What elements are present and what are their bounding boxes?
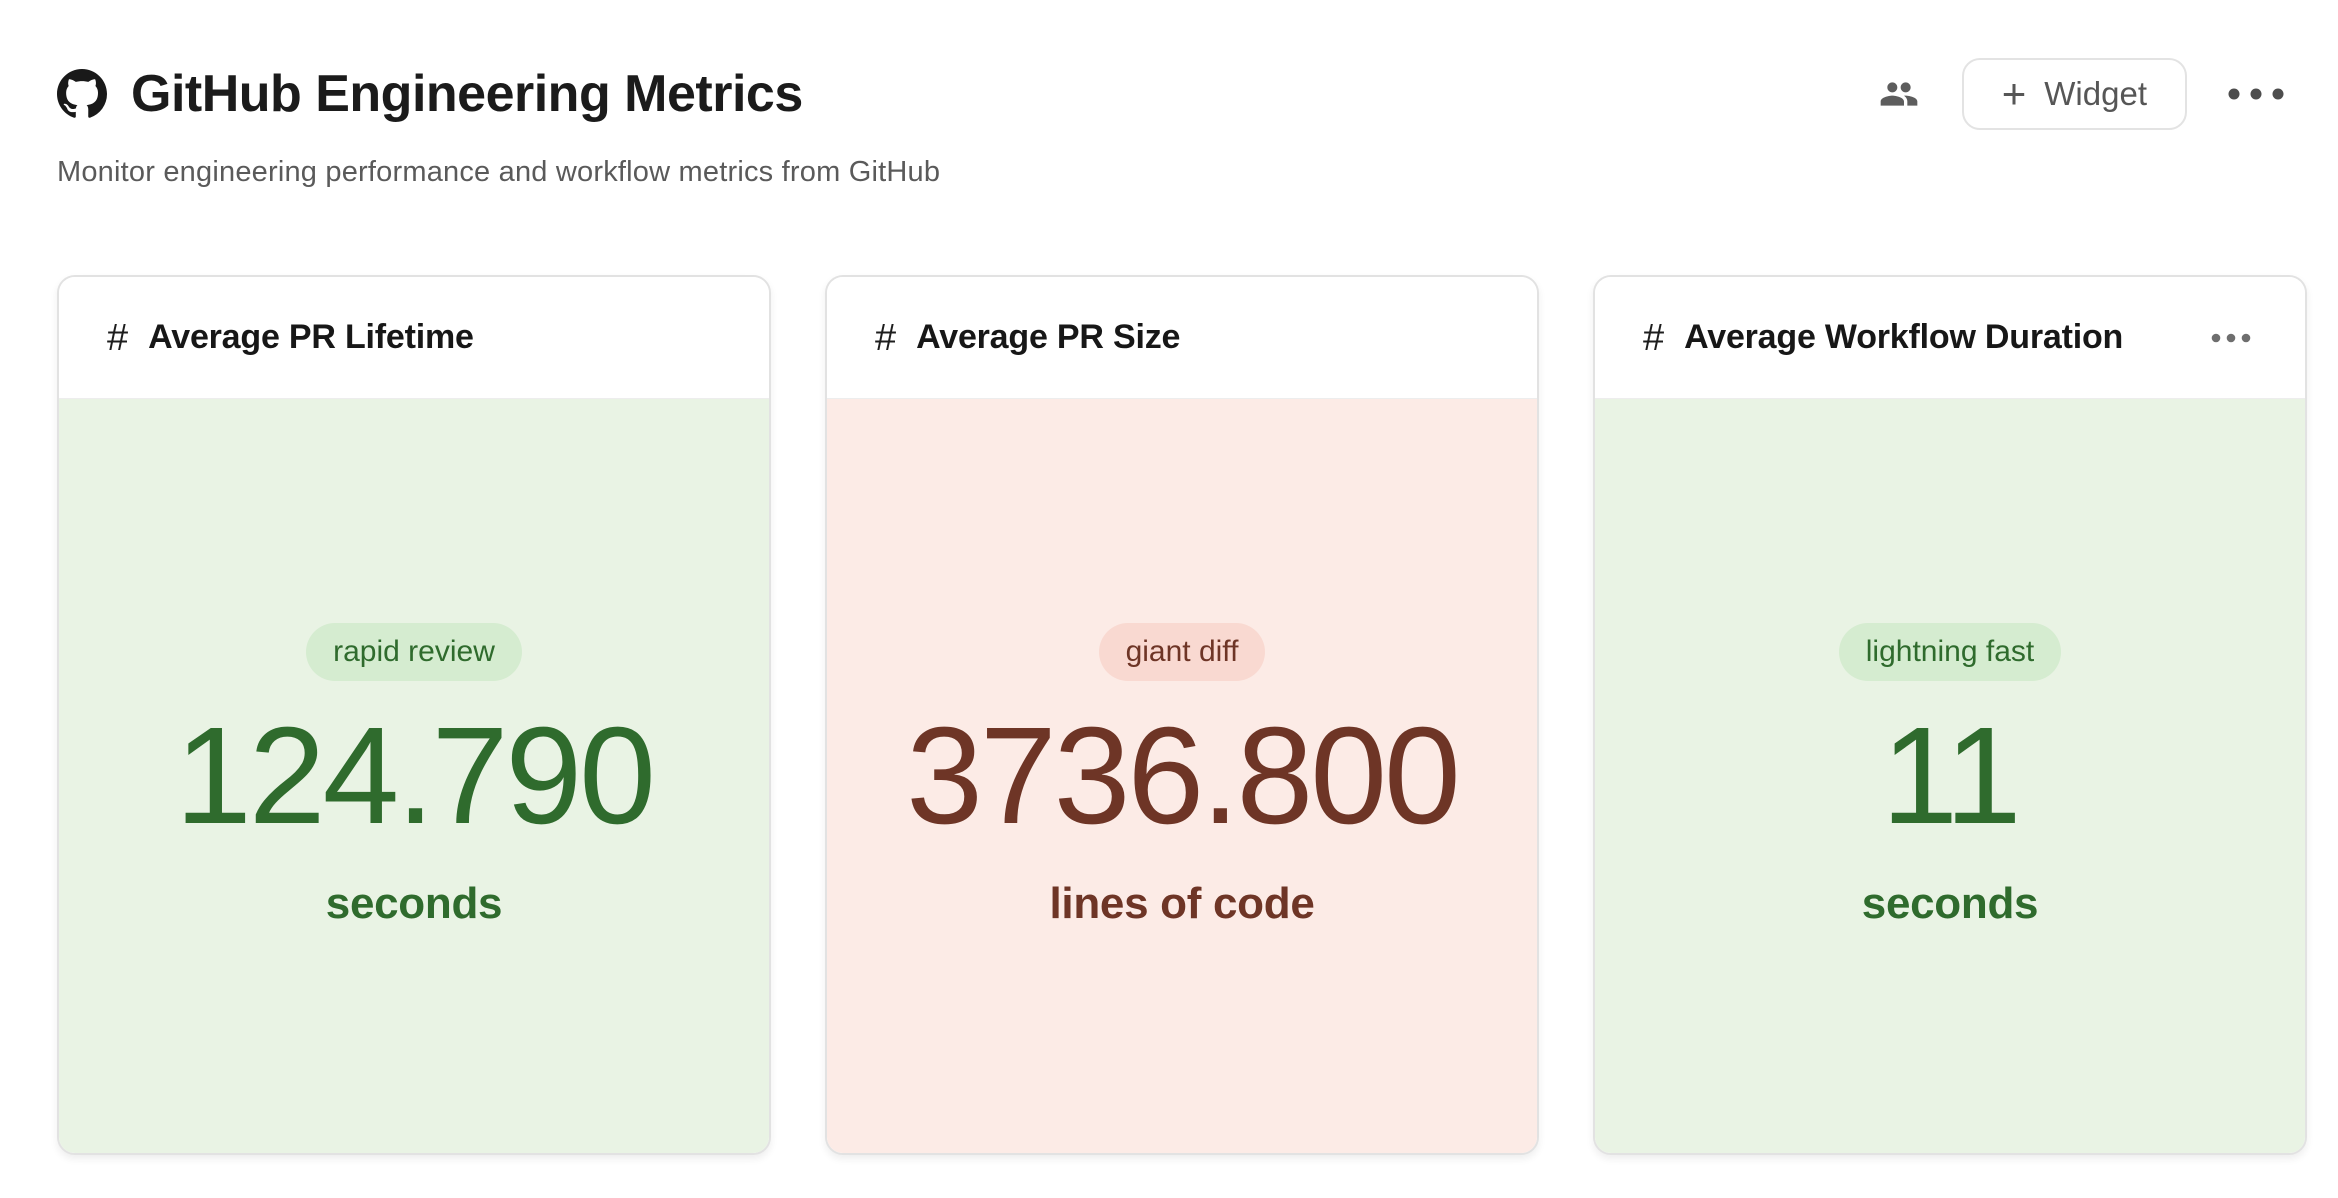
card-header: # Average PR Size (827, 277, 1537, 399)
card-title: Average Workflow Duration (1684, 318, 2124, 356)
metric-card-pr-size: # Average PR Size giant diff 3736.800 li… (825, 275, 1539, 1155)
metric-unit: seconds (1861, 879, 2039, 928)
status-badge: rapid review (306, 623, 522, 681)
status-badge: lightning fast (1838, 623, 2062, 681)
hash-icon: # (1643, 316, 1665, 359)
metric-unit: lines of code (1049, 879, 1315, 928)
metric-value: 124.790 (175, 699, 656, 853)
metric-value: 3736.800 (906, 699, 1461, 853)
dashboard-menu-button[interactable] (2227, 87, 2285, 101)
metric-unit: seconds (325, 879, 503, 928)
metric-card-pr-lifetime: # Average PR Lifetime rapid review 124.7… (57, 275, 771, 1155)
add-widget-button[interactable]: + Widget (1961, 58, 2187, 130)
hash-icon: # (875, 316, 897, 359)
metric-card-workflow-duration: # Average Workflow Duration lightning fa… (1593, 275, 2307, 1155)
card-title: Average PR Lifetime (148, 318, 474, 356)
card-body: giant diff 3736.800 lines of code (827, 399, 1537, 1153)
card-header-left: # Average PR Lifetime (107, 318, 474, 357)
people-icon (1880, 82, 1918, 106)
card-menu-button[interactable] (2205, 327, 2257, 349)
page-title: GitHub Engineering Metrics (131, 65, 803, 123)
ellipsis-icon (2228, 88, 2284, 100)
page-subtitle: Monitor engineering performance and work… (57, 156, 941, 188)
ellipsis-icon (2211, 333, 2251, 342)
card-header-left: # Average Workflow Duration (1643, 318, 2123, 357)
hash-icon: # (107, 316, 129, 359)
cards-grid: # Average PR Lifetime rapid review 124.7… (57, 275, 2307, 1155)
toolbar: + Widget (1876, 58, 2285, 130)
github-logo-icon (57, 69, 107, 118)
card-body: lightning fast 11 seconds (1595, 399, 2305, 1153)
card-title: Average PR Size (916, 318, 1181, 356)
add-widget-label: Widget (2044, 75, 2147, 112)
dashboard-page: GitHub Engineering Metrics + Widget Moni… (57, 58, 2307, 1155)
title-group: GitHub Engineering Metrics (57, 64, 803, 124)
collaborators-button[interactable] (1876, 74, 1922, 114)
plus-icon: + (2001, 70, 2027, 117)
card-header-left: # Average PR Size (875, 318, 1180, 357)
card-header: # Average Workflow Duration (1595, 277, 2305, 399)
dashboard-header: GitHub Engineering Metrics + Widget (57, 58, 2307, 130)
status-badge: giant diff (1098, 623, 1266, 681)
card-header: # Average PR Lifetime (59, 277, 769, 399)
metric-value: 11 (1881, 699, 2021, 853)
card-body: rapid review 124.790 seconds (59, 399, 769, 1153)
